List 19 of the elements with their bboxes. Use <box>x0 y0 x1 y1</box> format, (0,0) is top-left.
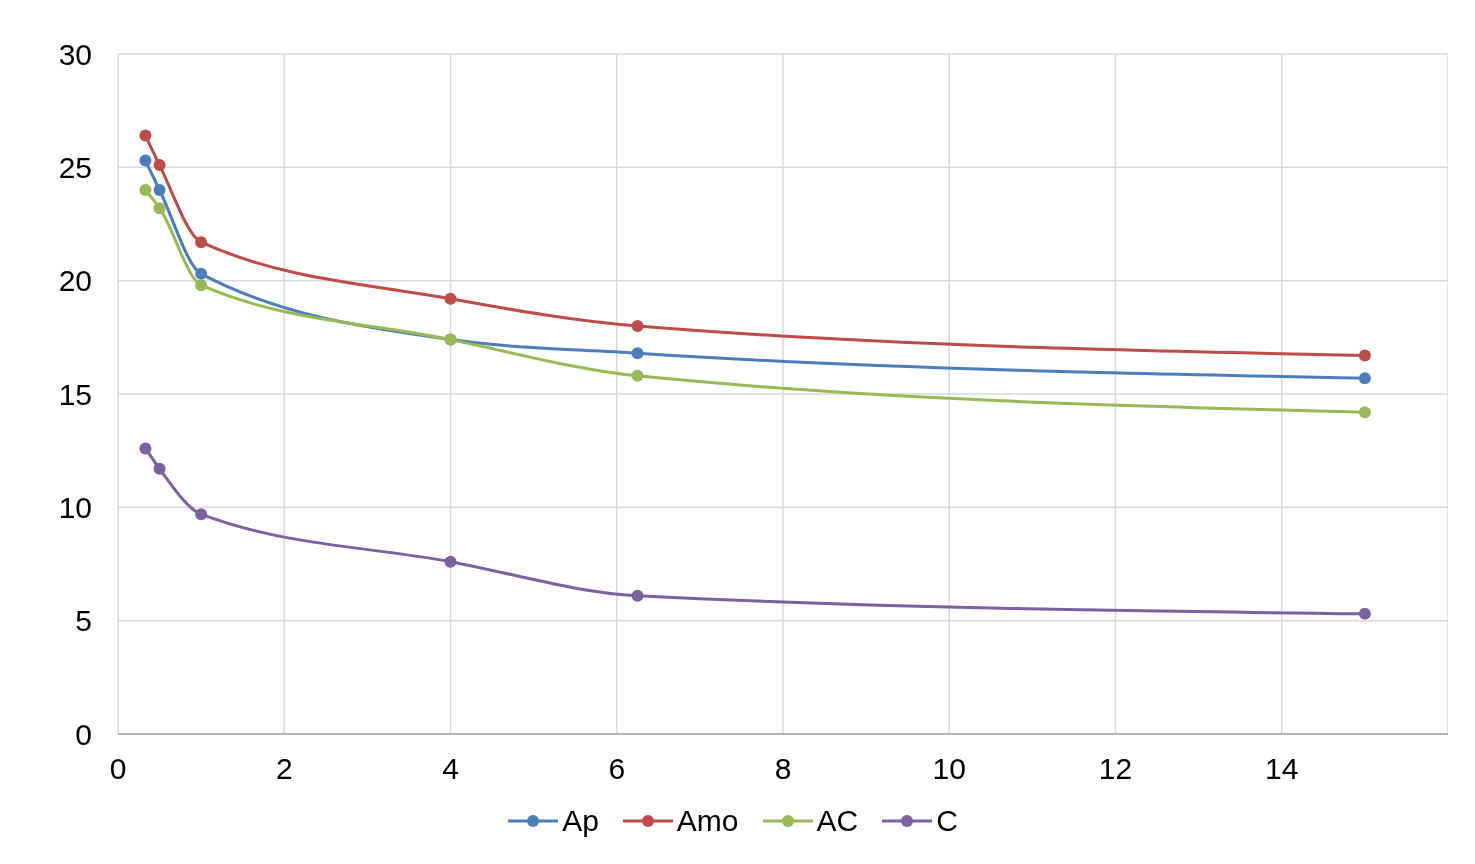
x-tick-label: 12 <box>1098 752 1133 786</box>
y-tick-label: 30 <box>58 37 92 71</box>
x-tick-label: 6 <box>608 752 626 786</box>
x-tick-label: 4 <box>442 752 459 786</box>
legend-label: C <box>936 804 958 838</box>
y-tick-label: 5 <box>75 604 92 638</box>
x-tick-label: 0 <box>109 752 127 786</box>
y-tick-label: 20 <box>58 264 92 298</box>
x-tick-label: 14 <box>1265 752 1299 786</box>
y-tick-label: 25 <box>58 150 92 184</box>
y-tick-label: 0 <box>75 717 92 751</box>
x-tick-label: 2 <box>275 752 293 786</box>
y-tick-label: 15 <box>58 377 92 411</box>
x-tick-label: 8 <box>774 752 792 786</box>
legend-label: AC <box>816 804 859 838</box>
x-tick-label: 10 <box>932 752 966 786</box>
legend-label: Amo <box>676 804 739 838</box>
y-tick-label: 10 <box>58 490 92 524</box>
legend-label: Ap <box>562 804 599 838</box>
